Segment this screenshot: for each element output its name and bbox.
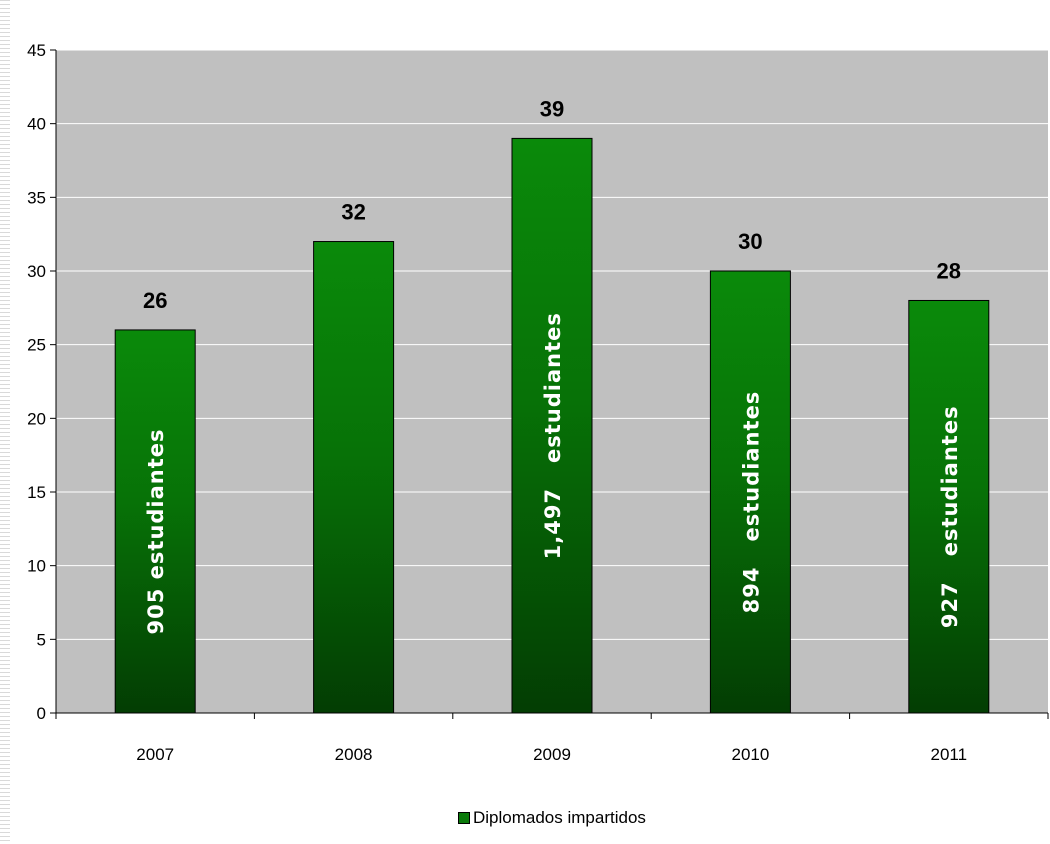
y-tick-label: 45 [27, 41, 46, 60]
y-tick-label: 10 [27, 557, 46, 576]
y-tick-label: 40 [27, 115, 46, 134]
x-tick-label-2010: 2010 [731, 745, 769, 764]
bar-2010 [709, 270, 791, 714]
y-tick-label: 25 [27, 336, 46, 355]
data-label-2008: 32 [341, 200, 365, 225]
data-label-2011: 28 [937, 258, 961, 283]
bar-annotation-2009: 1,497 estudiantes [541, 312, 565, 559]
bar-annotation-2007: 905 estudiantes [144, 428, 168, 634]
data-label-2007: 26 [143, 288, 167, 313]
bar-annotation-2010: 894 estudiantes [739, 391, 763, 614]
data-label-2010: 30 [738, 229, 762, 254]
x-tick-label-2008: 2008 [335, 745, 373, 764]
bars [114, 137, 990, 714]
legend-swatch [458, 812, 470, 824]
x-tick-label-2007: 2007 [136, 745, 174, 764]
y-tick-label: 35 [27, 188, 46, 207]
y-tick-label: 15 [27, 483, 46, 502]
legend: Diplomados impartidos [458, 808, 646, 828]
bar-2011 [908, 299, 990, 714]
y-tick-label: 0 [37, 704, 46, 723]
x-tick-label-2009: 2009 [533, 745, 571, 764]
y-tick-label: 30 [27, 262, 46, 281]
axes: 0 5 10 15 20 25 30 35 40 45 [27, 41, 1049, 723]
bar-2007 [114, 329, 196, 714]
y-tick-label: 5 [37, 630, 46, 649]
data-label-2009: 39 [540, 96, 564, 121]
y-tick-label: 20 [27, 409, 46, 428]
x-tick-label-2011: 2011 [931, 745, 968, 764]
labels: 26 2007 905 estudiantes 32 2008 39 2009 1,497 e… [136, 96, 967, 764]
slide-edge-decoration [0, 0, 10, 844]
bar-2008 [313, 241, 395, 714]
bar-2009 [511, 137, 593, 714]
bar-annotation-2011: 927 estudiantes [938, 405, 962, 628]
legend-label: Diplomados impartidos [473, 808, 646, 827]
